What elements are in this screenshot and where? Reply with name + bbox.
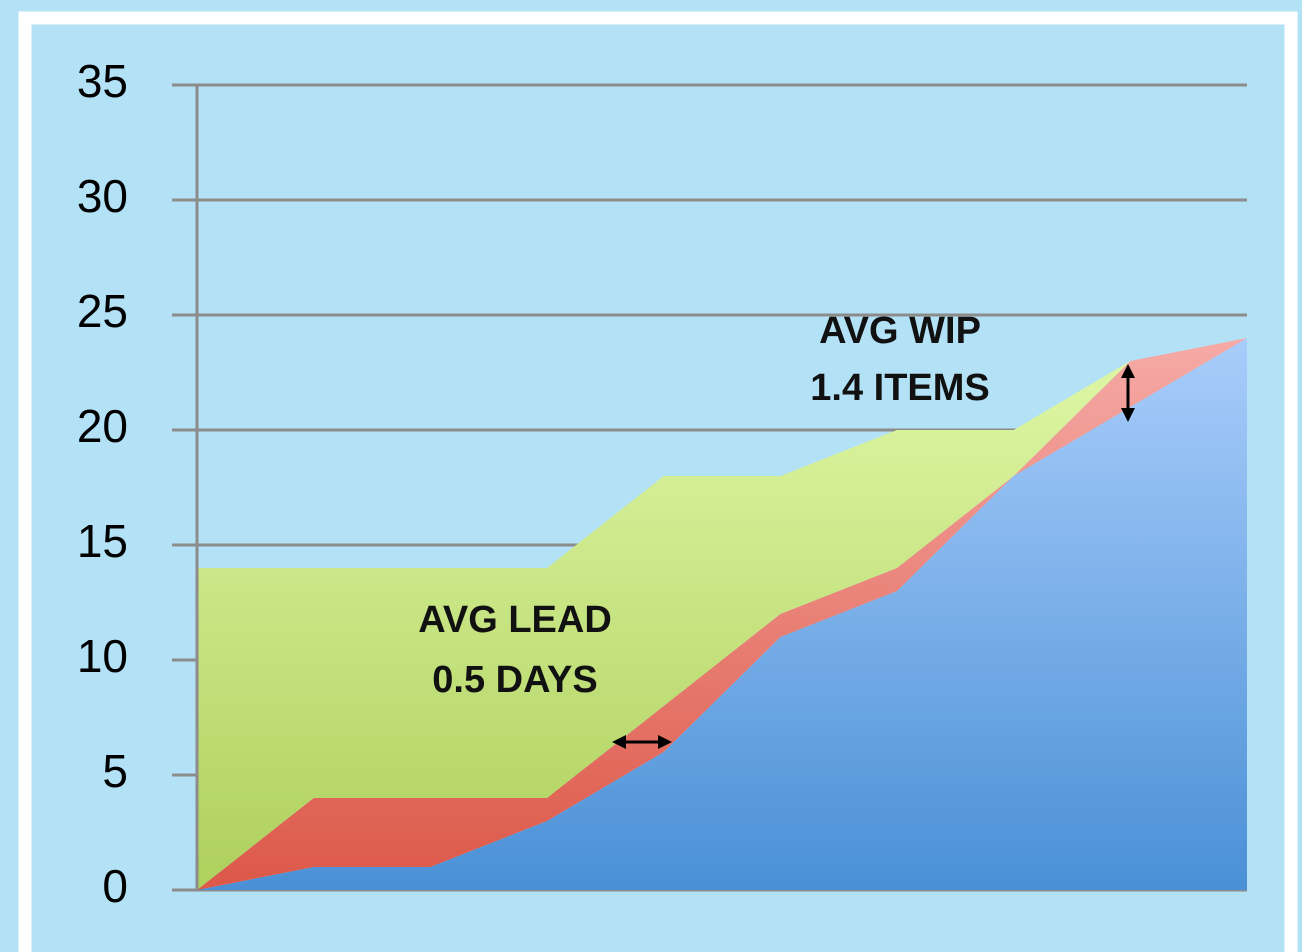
- wip-arrow: [1121, 364, 1135, 422]
- y-tick-label: 30: [77, 170, 128, 222]
- area: [197, 338, 1247, 890]
- annotation: 1.4 ITEMS: [810, 367, 990, 409]
- annotation: AVG WIP: [819, 310, 981, 352]
- y-tick-label: 25: [77, 285, 128, 337]
- area: [197, 338, 1247, 890]
- annotation: 0.5 DAYS: [432, 659, 597, 701]
- y-tick-label: 35: [77, 55, 128, 107]
- annotation: AVG LEAD: [418, 599, 612, 641]
- y-tick-label: 5: [102, 745, 128, 797]
- y-tick-label: 10: [77, 630, 128, 682]
- y-tick-label: 20: [77, 400, 128, 452]
- lead-arrow: [612, 735, 672, 749]
- frame: [18, 11, 1298, 952]
- y-tick-label: 0: [102, 860, 128, 912]
- y-tick-label: 15: [77, 515, 128, 567]
- area: [197, 338, 1247, 890]
